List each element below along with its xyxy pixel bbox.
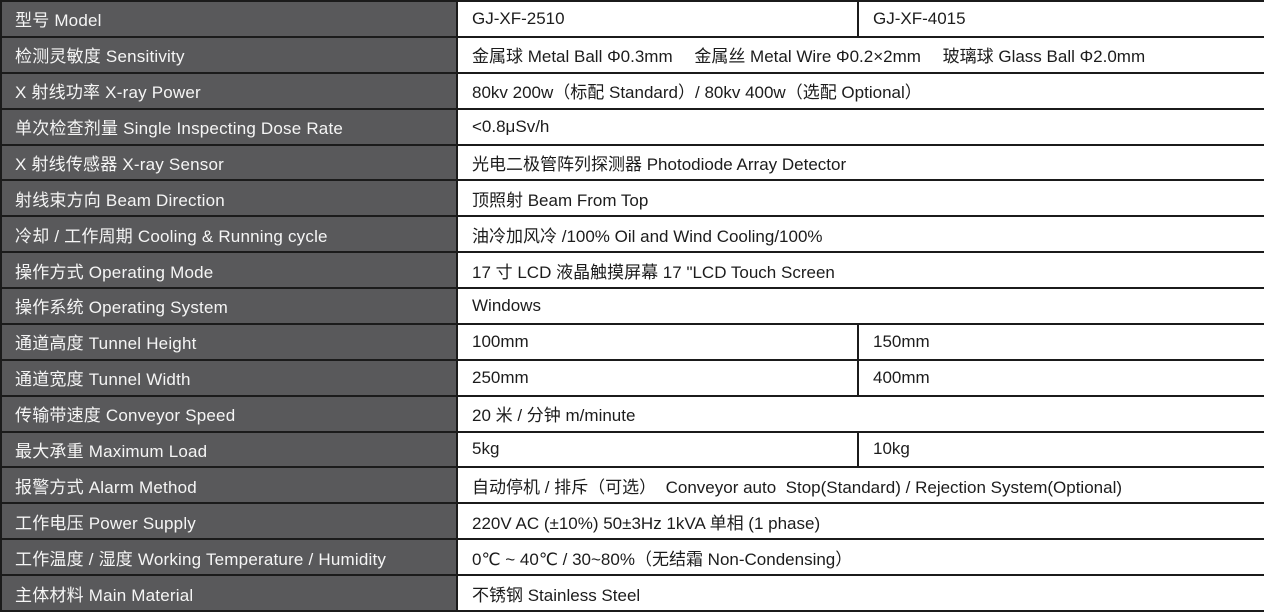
row-value: 5kg — [456, 430, 859, 469]
row-value: 220V AC (±10%) 50±3Hz 1kVA 单相 (1 phase) — [456, 502, 1264, 541]
row-value: 自动停机 / 排斥（可选） Conveyor auto Stop(Standar… — [456, 466, 1264, 505]
row-value: 17 寸 LCD 液晶触摸屏幕 17 "LCD Touch Screen — [456, 251, 1264, 289]
table-row: 通道宽度 Tunnel Width 250mm 400mm — [0, 358, 1264, 397]
table-row: 型号 Model GJ-XF-2510 GJ-XF-4015 — [0, 0, 1264, 38]
row-value: GJ-XF-2510 — [456, 0, 859, 38]
row-label: X 射线功率 X-ray Power — [0, 71, 458, 110]
row-label: 型号 Model — [0, 0, 458, 38]
table-row: 报警方式 Alarm Method 自动停机 / 排斥（可选） Conveyor … — [0, 466, 1264, 505]
row-value: 400mm — [857, 358, 1264, 397]
table-row: 工作电压 Power Supply 220V AC (±10%) 50±3Hz 1… — [0, 502, 1264, 541]
row-value: 顶照射 Beam From Top — [456, 179, 1264, 218]
row-value: GJ-XF-4015 — [857, 0, 1264, 38]
row-label: 射线束方向 Beam Direction — [0, 179, 458, 218]
row-value: Windows — [456, 287, 1264, 325]
row-value: 80kv 200w（标配 Standard）/ 80kv 400w（选配 Opt… — [456, 71, 1264, 110]
row-value: 10kg — [857, 430, 1264, 469]
table-row: 工作温度 / 湿度 Working Temperature / Humidity… — [0, 538, 1264, 576]
row-label: 最大承重 Maximum Load — [0, 430, 458, 469]
row-value: 20 米 / 分钟 m/minute — [456, 394, 1264, 433]
table-row: 检测灵敏度 Sensitivity 金属球 Metal Ball Φ0.3mm 金… — [0, 35, 1264, 74]
row-label: 操作方式 Operating Mode — [0, 251, 458, 289]
row-value: 金属球 Metal Ball Φ0.3mm 金属丝 Metal Wire Φ0.… — [456, 35, 1264, 74]
row-label: 单次检查剂量 Single Inspecting Dose Rate — [0, 107, 458, 146]
row-label: 通道高度 Tunnel Height — [0, 322, 458, 361]
table-row: 通道高度 Tunnel Height 100mm 150mm — [0, 322, 1264, 361]
row-value: 油冷加风冷 /100% Oil and Wind Cooling/100% — [456, 215, 1264, 254]
row-label: 主体材料 Main Material — [0, 574, 458, 612]
row-value: 光电二极管阵列探测器 Photodiode Array Detector — [456, 143, 1264, 182]
table-row: 操作系统 Operating System Windows — [0, 287, 1264, 325]
table-row: 射线束方向 Beam Direction 顶照射 Beam From Top — [0, 179, 1264, 218]
row-label: 冷却 / 工作周期 Cooling & Running cycle — [0, 215, 458, 254]
table-row: X 射线传感器 X-ray Sensor 光电二极管阵列探测器 Photodiod… — [0, 143, 1264, 182]
row-value: <0.8μSv/h — [456, 107, 1264, 146]
row-value: 250mm — [456, 358, 859, 397]
row-label: 报警方式 Alarm Method — [0, 466, 458, 505]
row-value: 150mm — [857, 322, 1264, 361]
row-label: 工作电压 Power Supply — [0, 502, 458, 541]
row-value: 100mm — [456, 322, 859, 361]
row-label: 操作系统 Operating System — [0, 287, 458, 325]
table-row: 冷却 / 工作周期 Cooling & Running cycle 油冷加风冷 /… — [0, 215, 1264, 254]
row-value: 0℃ ~ 40℃ / 30~80%（无结霜 Non-Condensing） — [456, 538, 1264, 576]
table-row: 主体材料 Main Material 不锈钢 Stainless Steel — [0, 574, 1264, 612]
table-row: X 射线功率 X-ray Power 80kv 200w（标配 Standard）… — [0, 71, 1264, 110]
table-row: 最大承重 Maximum Load 5kg 10kg — [0, 430, 1264, 469]
row-label: 检测灵敏度 Sensitivity — [0, 35, 458, 74]
row-label: 传输带速度 Conveyor Speed — [0, 394, 458, 433]
row-label: 通道宽度 Tunnel Width — [0, 358, 458, 397]
row-label: X 射线传感器 X-ray Sensor — [0, 143, 458, 182]
table-row: 操作方式 Operating Mode 17 寸 LCD 液晶触摸屏幕 17 "L… — [0, 251, 1264, 289]
row-value: 不锈钢 Stainless Steel — [456, 574, 1264, 612]
row-label: 工作温度 / 湿度 Working Temperature / Humidity — [0, 538, 458, 576]
table-row: 单次检查剂量 Single Inspecting Dose Rate <0.8μS… — [0, 107, 1264, 146]
table-row: 传输带速度 Conveyor Speed 20 米 / 分钟 m/minute — [0, 394, 1264, 433]
